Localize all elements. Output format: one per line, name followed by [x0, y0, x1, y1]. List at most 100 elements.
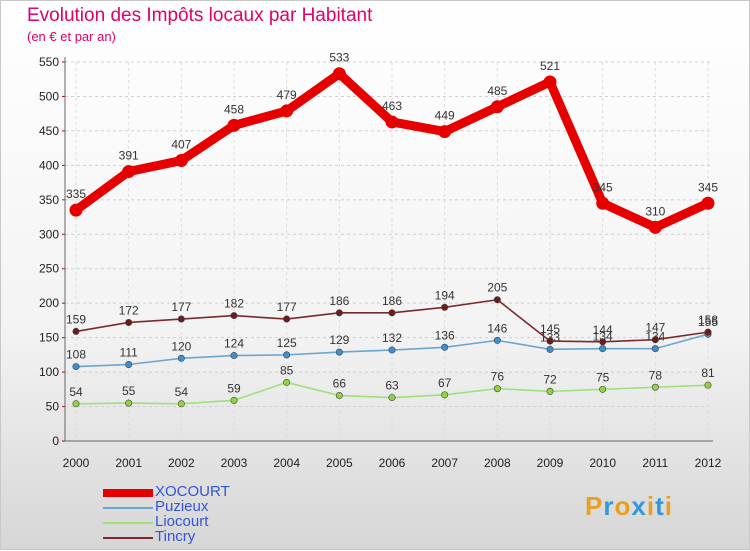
- label-tincry-2006: 186: [382, 294, 402, 308]
- point-liocourt-2003: [230, 396, 238, 404]
- label-puzieux-2010: 134: [593, 330, 613, 344]
- label-liocourt-2007: 67: [438, 376, 452, 390]
- point-liocourt-2002: [177, 400, 185, 408]
- logo-letter: r: [603, 491, 615, 521]
- point-tincry-2001: [125, 318, 133, 326]
- x-tick-2000: 2000: [63, 456, 90, 470]
- point-xocourt-2001: [122, 165, 136, 179]
- label-xocourt-2010: 345: [593, 180, 613, 194]
- point-tincry-2012: [704, 328, 712, 336]
- point-tincry-2010: [599, 338, 607, 346]
- legend-label-liocourt: Liocourt: [155, 513, 209, 530]
- point-xocourt-2010: [596, 196, 610, 210]
- point-puzieux-2001: [125, 361, 133, 369]
- label-liocourt-2000: 54: [69, 385, 83, 399]
- x-tick-2007: 2007: [431, 456, 458, 470]
- y-tick-150: 150: [39, 331, 59, 345]
- point-tincry-2003: [230, 312, 238, 320]
- proxiti-logo: Proxiti: [585, 491, 673, 522]
- point-puzieux-2009: [546, 345, 554, 353]
- point-xocourt-2012: [701, 196, 715, 210]
- label-liocourt-2003: 59: [227, 381, 241, 395]
- point-xocourt-2011: [648, 220, 662, 234]
- point-liocourt-2009: [546, 387, 554, 395]
- chart-subtitle: (en € et par an): [27, 29, 116, 44]
- label-liocourt-2004: 85: [280, 363, 294, 377]
- label-puzieux-2003: 124: [224, 337, 244, 351]
- label-xocourt-2009: 521: [540, 59, 560, 73]
- point-liocourt-2001: [125, 399, 133, 407]
- point-tincry-2006: [388, 309, 396, 317]
- point-xocourt-2009: [543, 75, 557, 89]
- point-xocourt-2003: [227, 118, 241, 132]
- label-tincry-2001: 172: [119, 303, 139, 317]
- point-tincry-2011: [651, 336, 659, 344]
- label-puzieux-2007: 136: [435, 328, 455, 342]
- legend-swatch-liocourt: [103, 522, 153, 524]
- x-tick-2010: 2010: [589, 456, 616, 470]
- legend-label-tincry: Tincry: [155, 528, 196, 545]
- label-liocourt-2001: 55: [122, 384, 136, 398]
- point-xocourt-2002: [174, 154, 188, 168]
- label-liocourt-2002: 54: [175, 385, 189, 399]
- label-xocourt-2002: 407: [171, 138, 191, 152]
- label-tincry-2000: 159: [66, 312, 86, 326]
- logo-letter: i: [646, 491, 656, 521]
- label-liocourt-2005: 66: [333, 377, 347, 391]
- label-puzieux-2005: 129: [329, 333, 349, 347]
- label-liocourt-2011: 78: [649, 368, 663, 382]
- point-tincry-2009: [546, 337, 554, 345]
- label-tincry-2007: 194: [435, 288, 455, 302]
- label-liocourt-2008: 76: [491, 370, 505, 384]
- legend-swatch-tincry: [103, 537, 153, 539]
- label-tincry-2011: 147: [645, 321, 665, 335]
- point-xocourt-2004: [280, 104, 294, 118]
- legend-swatch-xocourt: [103, 489, 153, 497]
- point-xocourt-2000: [69, 203, 83, 217]
- x-tick-2011: 2011: [642, 456, 668, 470]
- point-tincry-2002: [177, 315, 185, 323]
- point-tincry-2005: [335, 309, 343, 317]
- point-puzieux-2000: [72, 363, 80, 371]
- label-liocourt-2012: 81: [701, 366, 715, 380]
- label-puzieux-2004: 125: [277, 336, 297, 350]
- y-tick-350: 350: [39, 193, 59, 207]
- x-tick-2008: 2008: [484, 456, 511, 470]
- point-xocourt-2005: [332, 67, 346, 81]
- label-xocourt-2011: 310: [645, 204, 665, 218]
- label-tincry-2002: 177: [171, 300, 191, 314]
- x-tick-2006: 2006: [379, 456, 406, 470]
- point-liocourt-2012: [704, 381, 712, 389]
- label-tincry-2010: 144: [593, 323, 613, 337]
- label-tincry-2008: 205: [487, 281, 507, 295]
- legend-label-xocourt: XOCOURT: [155, 483, 230, 500]
- label-puzieux-2002: 120: [171, 339, 191, 353]
- y-tick-0: 0: [52, 434, 59, 448]
- point-puzieux-2011: [651, 345, 659, 353]
- x-tick-2012: 2012: [695, 456, 722, 470]
- legend-swatch-puzieux: [103, 507, 153, 509]
- y-tick-300: 300: [39, 227, 59, 241]
- logo-letter: P: [585, 491, 604, 521]
- label-tincry-2005: 186: [329, 294, 349, 308]
- label-puzieux-2012: 155: [698, 315, 718, 329]
- x-tick-2003: 2003: [221, 456, 248, 470]
- label-xocourt-2008: 485: [487, 84, 507, 98]
- label-tincry-2003: 182: [224, 297, 244, 311]
- y-tick-550: 550: [39, 55, 59, 69]
- x-tick-2002: 2002: [168, 456, 195, 470]
- y-tick-50: 50: [46, 400, 60, 414]
- point-tincry-2007: [441, 303, 449, 311]
- point-puzieux-2002: [177, 354, 185, 362]
- label-xocourt-2003: 458: [224, 102, 244, 116]
- x-tick-2004: 2004: [273, 456, 300, 470]
- point-liocourt-2010: [599, 385, 607, 393]
- legend-label-puzieux: Puzieux: [155, 498, 209, 515]
- label-liocourt-2006: 63: [385, 379, 399, 393]
- label-tincry-2004: 177: [277, 300, 297, 314]
- y-tick-500: 500: [39, 89, 59, 103]
- point-tincry-2000: [72, 327, 80, 335]
- label-xocourt-2005: 533: [329, 51, 349, 65]
